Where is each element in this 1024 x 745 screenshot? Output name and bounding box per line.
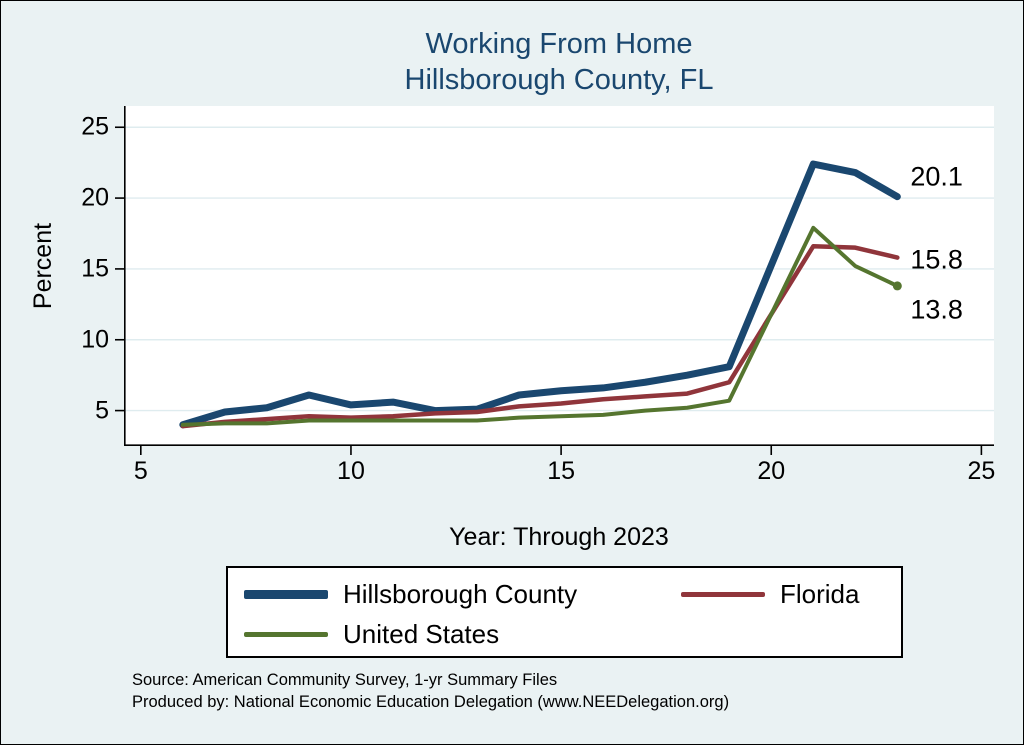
legend-item-florida: Florida bbox=[681, 577, 859, 611]
y-tick-label: 5 bbox=[95, 396, 109, 425]
chart-title-line2: Hillsborough County, FL bbox=[404, 63, 714, 96]
source-note: Source: American Community Survey, 1-yr … bbox=[132, 669, 729, 714]
x-tick-label: 25 bbox=[967, 457, 996, 485]
chart-title-line1: Working From Home bbox=[425, 28, 693, 60]
legend-label-united-states: United States bbox=[343, 618, 500, 649]
series-line-0 bbox=[179, 160, 901, 429]
y-tick-label: 15 bbox=[81, 254, 109, 283]
legend-item-united-states: United States bbox=[244, 617, 499, 651]
legend-label-florida: Florida bbox=[780, 578, 860, 609]
plot-svg bbox=[115, 106, 994, 455]
y-tick-label: 10 bbox=[81, 325, 109, 354]
legend-label-hillsborough: Hillsborough County bbox=[343, 578, 578, 609]
x-tick-label: 15 bbox=[547, 457, 575, 485]
series-line-2 bbox=[180, 225, 900, 427]
legend-swatch-united-states bbox=[244, 631, 328, 637]
produced-by-line: Produced by: National Economic Education… bbox=[132, 693, 730, 712]
x-tick-label: 5 bbox=[133, 457, 148, 485]
legend: Hillsborough County Florida United State… bbox=[226, 566, 903, 658]
x-axis-title: Year: Through 2023 bbox=[449, 523, 669, 551]
end-value-label-0: 20.1 bbox=[910, 161, 963, 192]
legend-swatch-hillsborough bbox=[244, 589, 328, 599]
x-tick-label: 10 bbox=[337, 457, 365, 485]
chart-title: Working From Home Hillsborough County, F… bbox=[124, 27, 994, 99]
legend-item-hillsborough: Hillsborough County bbox=[244, 577, 577, 611]
end-value-label-2: 13.8 bbox=[910, 294, 963, 325]
series-end-marker-2 bbox=[892, 281, 902, 291]
legend-swatch-florida bbox=[681, 591, 765, 597]
plot-area bbox=[115, 106, 994, 455]
end-value-label-1: 15.8 bbox=[910, 244, 963, 275]
x-tick-label: 20 bbox=[757, 457, 786, 485]
series-line-1 bbox=[180, 244, 900, 429]
source-line: Source: American Community Survey, 1-yr … bbox=[132, 671, 558, 689]
y-tick-label: 20 bbox=[81, 183, 109, 212]
y-tick-label: 25 bbox=[81, 112, 109, 141]
